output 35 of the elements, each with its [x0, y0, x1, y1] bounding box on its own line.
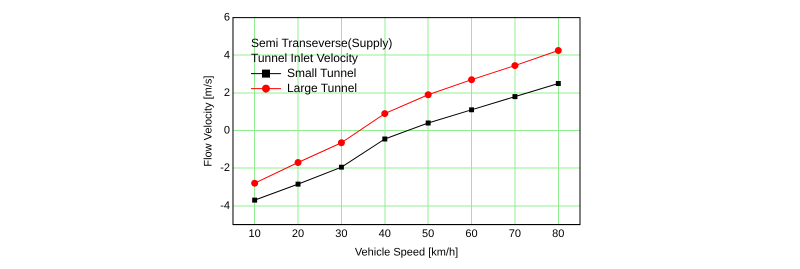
point [294, 159, 302, 166]
legend-label: Large Tunnel [286, 80, 358, 95]
y-tick-label: -4 [220, 200, 230, 212]
point [251, 180, 258, 187]
legend-title: Semi Transeverse(Supply) Tunnel Inlet Velocity [250, 36, 392, 65]
point [426, 120, 431, 126]
point [511, 62, 518, 70]
y-tick-label: 2 [224, 86, 230, 99]
point [469, 107, 474, 112]
point [252, 198, 258, 203]
point [296, 182, 301, 187]
point [381, 110, 388, 118]
legend-label: Small Tunnel [286, 66, 356, 80]
point [338, 139, 345, 146]
point [424, 91, 432, 98]
point [338, 164, 344, 170]
x-tick-label: 40 [378, 228, 391, 240]
point [468, 76, 476, 84]
x-tick-label: 70 [508, 228, 522, 240]
y-tick-label: 4 [224, 49, 230, 62]
x-tick-label: 50 [422, 228, 434, 240]
y-tick-label: 6 [224, 12, 230, 24]
point [382, 136, 388, 142]
point [554, 47, 562, 54]
point [512, 94, 518, 100]
y-tick-label: -2 [220, 162, 230, 174]
x-tick-label: 20 [292, 228, 304, 240]
x-tick-label: 80 [552, 228, 564, 240]
point [556, 80, 561, 86]
y-tick-label: 0 [224, 124, 230, 137]
x-tick-label: 10 [248, 228, 261, 240]
y-axis-title: Flow Velocity [m/s] [202, 76, 215, 167]
x-axis-title: Vehicle Speed [km/h] [354, 246, 458, 258]
x-tick-label: 30 [335, 228, 348, 240]
x-tick-label: 60 [465, 228, 478, 240]
